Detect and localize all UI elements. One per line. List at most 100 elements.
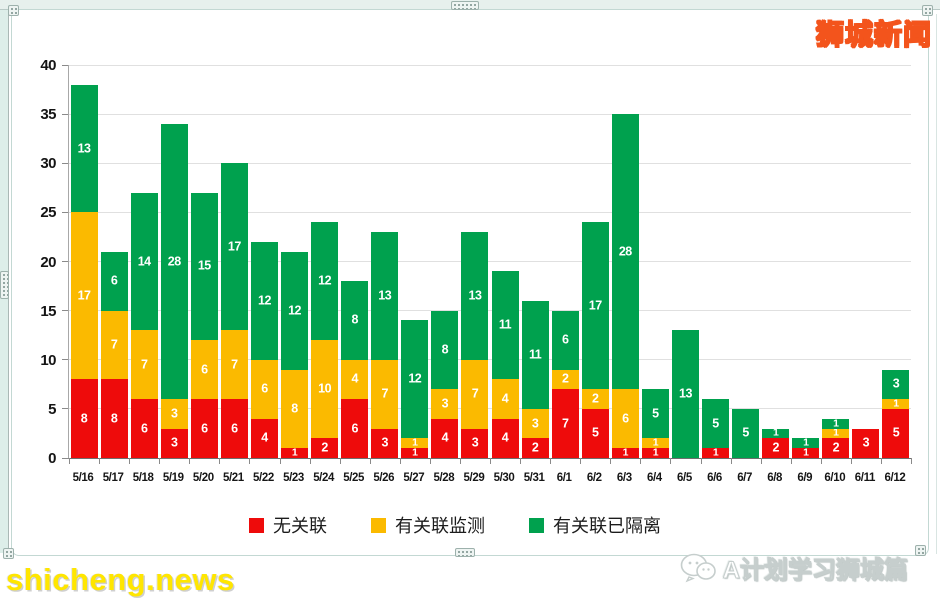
x-axis-tick [730, 458, 732, 464]
bar-value-label: 6 [561, 332, 569, 347]
bar-segment: 2 [581, 389, 609, 409]
bar-segment: 2 [762, 438, 790, 458]
bar-value-label: 7 [140, 357, 148, 372]
bar-value-label: 1 [622, 446, 629, 459]
bar-value-label: 2 [832, 440, 840, 455]
x-axis-tick [490, 458, 491, 464]
bar-segment: 3 [431, 389, 459, 419]
bar-value-label: 8 [291, 401, 298, 416]
bar-segment: 12 [401, 320, 429, 439]
bar-segment: 6 [190, 340, 218, 400]
bar-segment: 13 [70, 84, 98, 213]
gridline [69, 64, 911, 66]
bar-value-label: 13 [679, 386, 692, 401]
bar-segment: 7 [220, 330, 248, 400]
bar-value-label: 2 [772, 440, 779, 455]
brand-logo-text: 狮城新闻 [815, 18, 932, 50]
y-axis-tick [62, 261, 68, 262]
x-axis-labels: 5/16 5/17 5/18 5/19 5/20 5/21 5/22 5/23 5/24 5/25… [68, 472, 910, 488]
bar-segment: 4 [341, 359, 369, 400]
legend-label: 无关联 [273, 516, 327, 536]
bar-value-label: 1 [803, 446, 809, 459]
y-axis: 0 5 10 15 20 25 30 35 40 [0, 57, 60, 467]
bar-value-label: 4 [261, 430, 268, 445]
gridline [69, 408, 911, 410]
watermark-text: shicheng.news [6, 562, 235, 597]
bar-segment: 17 [581, 222, 609, 390]
x-axis-tick-label: 6/3 [616, 472, 632, 484]
legend-item: 有关联监测 [371, 512, 485, 538]
gridline [69, 359, 911, 361]
chart-legend: 无关联 有关联监测 有关联已隔离 [0, 512, 910, 538]
x-axis-tick-label: 5/29 [463, 472, 485, 484]
y-axis-tick-label: 35 [40, 106, 56, 124]
bar-segment: 5 [702, 399, 730, 449]
x-axis-tick [189, 458, 191, 464]
bar-segment: 6 [250, 359, 278, 419]
resize-handle-left-middle[interactable] [0, 271, 9, 299]
bar-value-label: 6 [110, 273, 118, 288]
x-axis-tick-label: 6/5 [677, 472, 692, 484]
resize-handle-top-center[interactable] [451, 1, 479, 10]
x-axis-tick-label: 5/27 [403, 472, 425, 484]
resize-handle-bottom-right[interactable] [915, 545, 926, 556]
bar-value-label: 5 [712, 416, 719, 431]
bar-value-label: 4 [351, 371, 358, 386]
bar-value-label: 5 [742, 425, 749, 440]
bar-value-label: 8 [441, 342, 449, 357]
resize-handle-top-right[interactable] [922, 5, 933, 16]
bar-value-label: 13 [378, 288, 392, 303]
bar-segment: 1 [281, 448, 309, 458]
bar-segment: 12 [281, 251, 309, 370]
bar-value-label: 8 [80, 411, 88, 426]
bar-value-label: 6 [261, 381, 268, 396]
bar-value-label: 1 [833, 426, 839, 439]
bar-segment: 6 [551, 310, 579, 370]
bar-value-label: 10 [318, 381, 332, 396]
y-axis-tick-label: 5 [48, 400, 56, 418]
x-axis-tick [429, 458, 431, 464]
bar-value-label: 3 [381, 435, 389, 450]
bar-value-label: 7 [110, 337, 118, 352]
bar-segment: 6 [130, 399, 158, 458]
x-axis-tick-label: 6/7 [737, 472, 752, 484]
x-axis-tick [129, 458, 131, 464]
x-axis-tick [880, 458, 882, 464]
bar-value-label: 6 [351, 421, 358, 436]
bar-segment: 8 [341, 281, 369, 360]
bar-segment: 5 [641, 389, 669, 439]
x-axis-tick [369, 458, 371, 464]
bar-value-label: 4 [501, 391, 509, 406]
bar-value-label: 13 [468, 288, 482, 303]
bar-segment: 7 [130, 330, 158, 400]
bar-value-label: 6 [622, 411, 629, 426]
x-axis-tick [309, 458, 311, 464]
bar-value-label: 3 [862, 435, 870, 450]
bar-segment: 13 [371, 232, 399, 360]
bar-value-label: 3 [471, 435, 479, 450]
bar-segment: 1 [641, 436, 669, 449]
bar-segment: 8 [100, 379, 128, 458]
bar-segment: 14 [130, 192, 158, 331]
y-axis-tick-label: 30 [40, 155, 56, 173]
bar-segment: 4 [250, 418, 278, 458]
resize-handle-bottom-left[interactable] [3, 548, 14, 559]
bar-value-label: 1 [652, 436, 659, 449]
gridline [69, 113, 911, 115]
bar-segment: 1 [822, 426, 850, 439]
y-axis-tick [62, 211, 68, 213]
right-edge-line [936, 14, 937, 554]
y-axis-tick [62, 408, 68, 410]
bar-value-label: 4 [501, 430, 509, 445]
y-axis-tick [62, 113, 68, 115]
bar-segment: 1 [762, 428, 790, 439]
bar-segment: 4 [491, 379, 519, 419]
bar-segment: 1 [641, 448, 669, 458]
bar-segment: 12 [311, 222, 339, 341]
resize-handle-bottom-center[interactable] [455, 548, 475, 557]
resize-handle-top-left[interactable] [8, 5, 19, 16]
legend-swatch [371, 517, 386, 533]
bar-value-label: 3 [531, 416, 539, 431]
bar-segment: 10 [311, 340, 339, 439]
x-axis-tick-label: 6/1 [556, 472, 572, 484]
